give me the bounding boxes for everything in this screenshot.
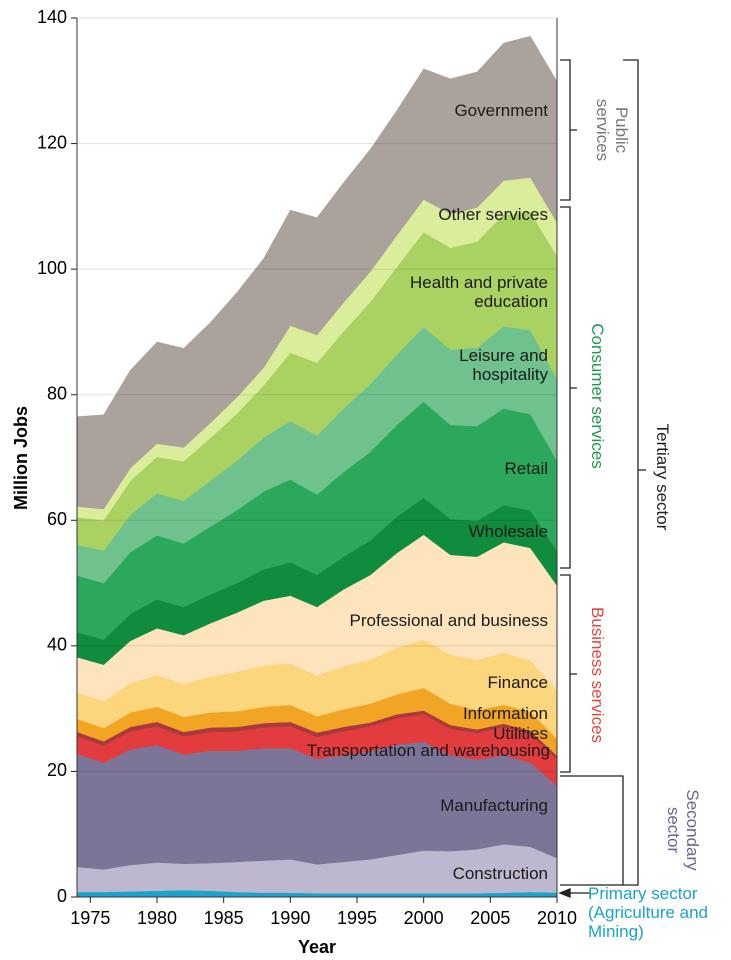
y-tick-label: 0 [57,886,67,906]
x-tick-label: 1980 [137,908,177,928]
series-label: Health and private education [410,273,548,311]
series-label: Leisure and hospitality [459,346,548,384]
series-label: Primary sector (Agriculture and Mining) [588,884,709,941]
x-tick-label: 1975 [70,908,110,928]
y-tick-label: 40 [47,635,67,655]
x-tick-label: 2000 [404,908,444,928]
x-tick-label: 2010 [537,908,577,928]
bracket-tertiary [623,59,646,886]
bracket-business [560,574,577,773]
y-axis-label: Million Jobs [11,406,31,510]
series-label: Information [462,703,548,723]
x-tick-label: 1995 [337,908,377,928]
y-tick-label: 20 [47,760,67,780]
series-label: Professional and business [349,610,548,630]
x-tick-label: 1985 [204,908,244,928]
arrow-head [558,888,571,898]
series-label: Finance [487,672,548,692]
series-label: Construction [452,863,548,883]
x-tick-label: 2005 [470,908,510,928]
annotation: Secondary sector [664,789,702,871]
annotation: Tertiary sector [653,423,672,531]
y-tick-label: 140 [37,7,67,27]
series-label: Utilities [493,723,548,743]
brackets [558,59,646,898]
x-tick-label: 1990 [270,908,310,928]
axis-frame [76,18,558,898]
bracket-secondary [560,775,624,886]
bracket-consumer [560,206,577,569]
series-label: Government [454,100,548,120]
series-label: Wholesale [468,521,548,541]
series-label: Transportation and warehousing [306,740,550,760]
y-tick-label: 120 [37,132,67,152]
series-label: Manufacturing [440,795,548,815]
y-tick-label: 80 [47,383,67,403]
x-axis-label: Year [298,937,336,957]
annotation: Public services [593,98,631,162]
y-tick-label: 60 [47,509,67,529]
annotation: Consumer services [588,323,607,469]
series-label: Other services [438,204,548,224]
y-tick-label: 100 [37,258,67,278]
annotation: Business services [588,606,607,744]
series-label: Retail [504,458,548,478]
bracket-public [560,59,577,201]
areas [76,35,558,898]
